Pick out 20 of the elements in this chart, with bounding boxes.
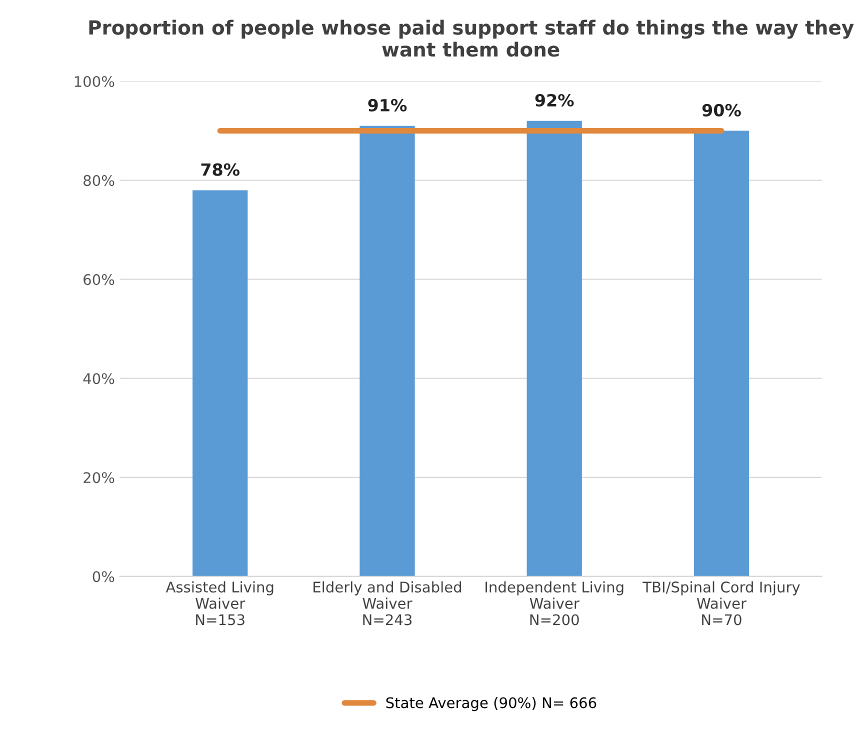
- y-tick-label: 100%: [74, 76, 114, 88]
- data-label: 78%: [201, 163, 240, 176]
- x-tick-label: Assisted Living Waiver N=153: [166, 581, 274, 626]
- bar: [192, 190, 248, 576]
- chart-title: Proportion of people whose paid support staff do things the way they want them done: [89, 20, 854, 57]
- bar: [526, 120, 582, 576]
- x-tick-label: TBI/Spinal Cord Injury Waiver N=70: [642, 581, 800, 626]
- y-tick-label: 40%: [83, 373, 114, 384]
- bar: [694, 130, 750, 576]
- data-label: 91%: [368, 98, 407, 112]
- y-tick-label: 20%: [84, 472, 114, 484]
- y-tick-label: 0%: [92, 571, 114, 582]
- y-tick-label: 60%: [84, 274, 114, 286]
- y-tick-label: 80%: [84, 175, 114, 186]
- x-tick-label: Elderly and Disabled Waiver N=243: [314, 581, 462, 626]
- bar: [360, 126, 415, 576]
- data-label: 92%: [535, 94, 574, 107]
- legend-label: State Average (90%) N= 666: [386, 696, 596, 712]
- data-label: 90%: [702, 104, 741, 116]
- x-tick-label: Independent Living Waiver N=200: [486, 581, 624, 626]
